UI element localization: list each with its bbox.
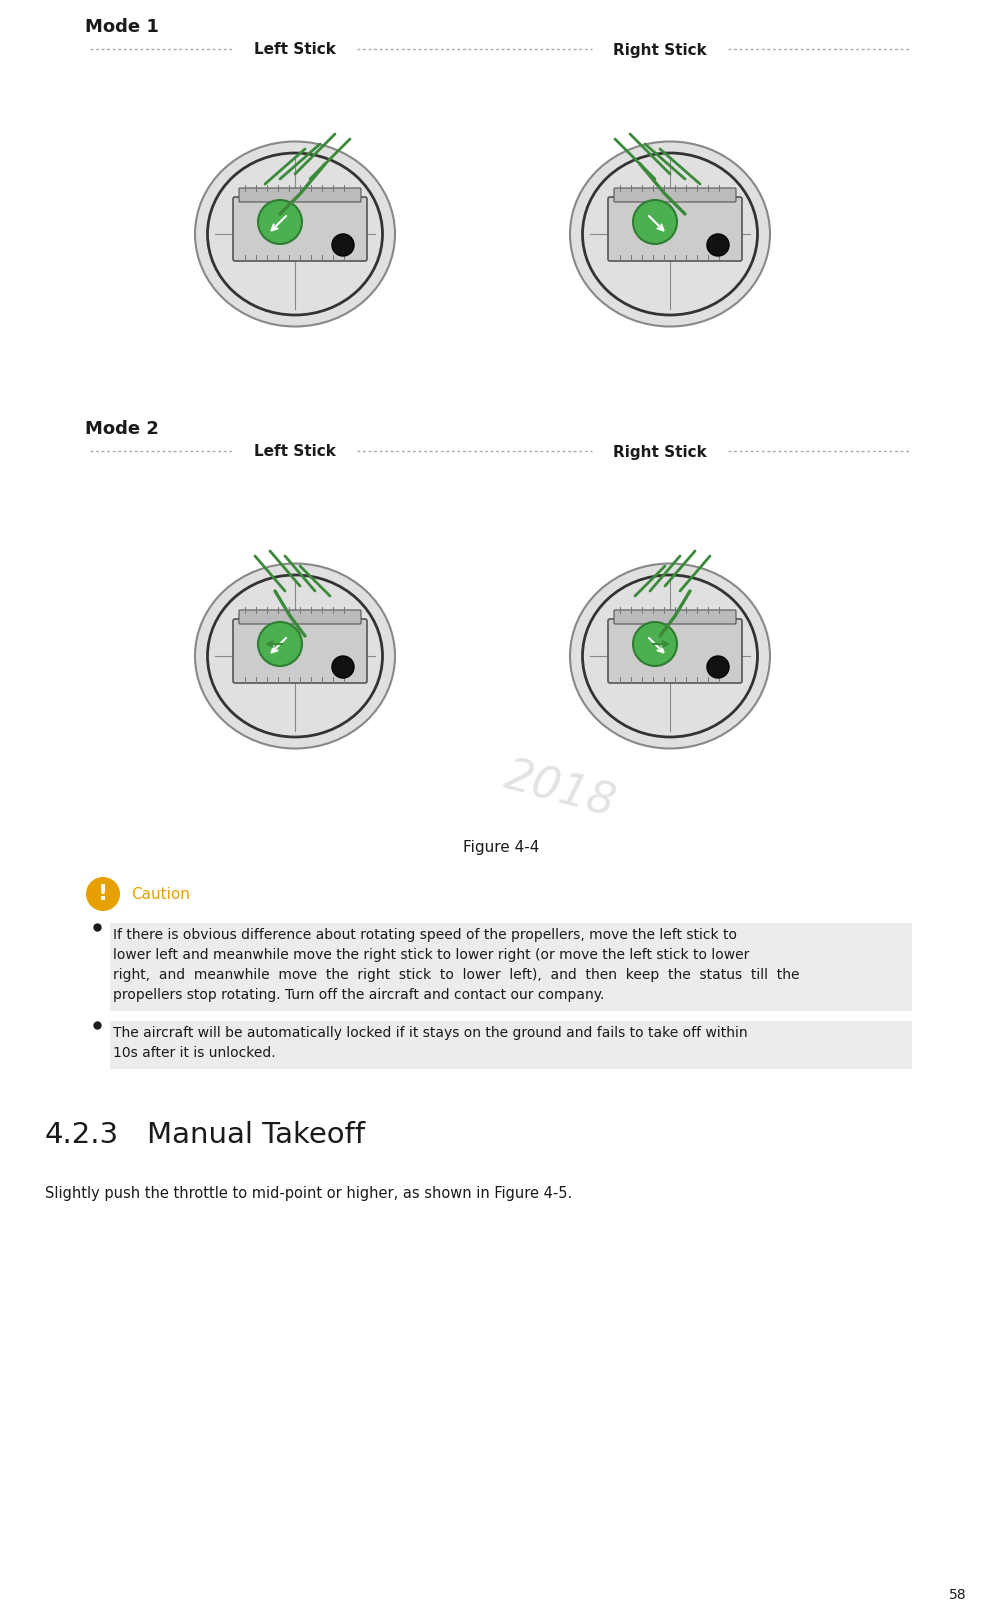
Text: Manual Takeoff: Manual Takeoff [147, 1120, 365, 1148]
Text: Right Stick: Right Stick [613, 42, 706, 58]
FancyBboxPatch shape [608, 620, 742, 684]
Text: Right Stick: Right Stick [613, 445, 706, 459]
Text: Left Stick: Left Stick [255, 445, 336, 459]
Text: Mode 2: Mode 2 [85, 421, 159, 438]
Text: The aircraft will be automatically locked if it stays on the ground and fails to: The aircraft will be automatically locke… [113, 1026, 747, 1040]
FancyBboxPatch shape [233, 620, 367, 684]
Text: Figure 4-4: Figure 4-4 [463, 839, 539, 854]
Text: lower left and meanwhile move the right stick to lower right (or move the left s: lower left and meanwhile move the right … [113, 947, 749, 961]
Circle shape [633, 201, 677, 246]
Text: Left Stick: Left Stick [255, 42, 336, 58]
FancyBboxPatch shape [614, 610, 736, 624]
Text: 10s after it is unlocked.: 10s after it is unlocked. [113, 1045, 276, 1059]
Text: Slightly push the throttle to mid-point or higher, as shown in Figure 4-5.: Slightly push the throttle to mid-point … [45, 1184, 572, 1201]
FancyBboxPatch shape [239, 610, 361, 624]
Text: 58: 58 [949, 1587, 967, 1602]
Circle shape [258, 623, 302, 666]
Text: Mode 1: Mode 1 [85, 18, 159, 35]
FancyBboxPatch shape [608, 197, 742, 262]
Circle shape [707, 234, 729, 257]
Text: !: ! [98, 883, 108, 904]
Text: If there is obvious difference about rotating speed of the propellers, move the : If there is obvious difference about rot… [113, 928, 737, 942]
Circle shape [633, 623, 677, 666]
Circle shape [258, 201, 302, 246]
Ellipse shape [570, 563, 770, 750]
FancyBboxPatch shape [614, 189, 736, 202]
Ellipse shape [195, 143, 395, 327]
Circle shape [707, 656, 729, 679]
Ellipse shape [195, 563, 395, 750]
Ellipse shape [570, 143, 770, 327]
Text: right,  and  meanwhile  move  the  right  stick  to  lower  left),  and  then  k: right, and meanwhile move the right stic… [113, 968, 800, 981]
FancyBboxPatch shape [233, 197, 367, 262]
Text: Caution: Caution [131, 888, 189, 902]
Text: 4.2.3: 4.2.3 [45, 1120, 119, 1148]
Text: 2018: 2018 [500, 754, 620, 825]
Text: propellers stop rotating. Turn off the aircraft and contact our company.: propellers stop rotating. Turn off the a… [113, 987, 604, 1002]
FancyBboxPatch shape [110, 1021, 912, 1069]
FancyBboxPatch shape [110, 923, 912, 1011]
Circle shape [332, 234, 354, 257]
FancyBboxPatch shape [239, 189, 361, 202]
Circle shape [332, 656, 354, 679]
Circle shape [86, 878, 120, 912]
